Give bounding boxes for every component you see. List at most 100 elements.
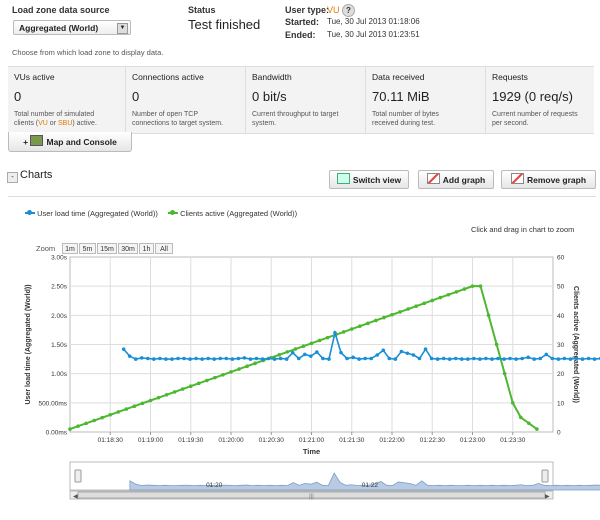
metric-data-received: Data received 70.11 MiB Total number of …	[366, 67, 486, 133]
load-time-point	[351, 355, 355, 360]
load-time-point	[236, 356, 241, 361]
load-time-point	[333, 331, 337, 335]
y-tick-label-left: 0.00ms	[46, 430, 68, 437]
legend-line-green	[168, 210, 178, 215]
user-type-value[interactable]: VU	[327, 5, 340, 15]
load-time-point	[284, 357, 289, 361]
ended-value: Tue, 30 Jul 2013 01:23:51	[327, 30, 420, 39]
load-time-point	[441, 356, 446, 361]
ended-label: Ended:	[285, 30, 316, 40]
add-graph-button[interactable]: Add graph	[418, 170, 494, 189]
load-time-point	[550, 356, 555, 361]
y-tick-label-left: 1.00s	[51, 371, 68, 378]
y-axis-title-left: User load time (Aggregated (World))	[25, 284, 32, 404]
load-time-point	[152, 357, 156, 361]
clients-active-point	[349, 327, 354, 331]
y-tick-label-left: 3.00s	[51, 255, 68, 262]
zoom-all-button[interactable]: All	[155, 243, 173, 254]
user-type-label: User type:	[285, 5, 330, 15]
clients-active-point	[293, 347, 298, 351]
load-time-point	[387, 356, 392, 361]
load-time-point	[508, 356, 512, 361]
y-tick-label-left: 1.50s	[51, 342, 68, 349]
load-time-point	[290, 350, 295, 355]
map-console-button[interactable]: + Map and Console	[8, 132, 132, 152]
load-time-point	[176, 356, 180, 361]
load-time-point	[556, 357, 561, 361]
zoom-1m-button[interactable]: 1m	[62, 243, 78, 254]
scrollbar-thumb	[77, 491, 546, 499]
load-time-point	[411, 353, 416, 357]
load-time-point	[206, 356, 210, 361]
clients-active-point	[76, 424, 80, 429]
navigator-handle[interactable]	[541, 469, 549, 483]
vu-link[interactable]: VU	[38, 120, 48, 127]
clients-active-point	[285, 350, 290, 354]
metric-requests: Requests 1929 (0 req/s) Current number o…	[486, 67, 594, 133]
clients-active-point	[205, 378, 209, 383]
clients-active-point	[462, 287, 467, 291]
legend-item-clients[interactable]: Clients active (Aggregated (World))	[168, 209, 297, 218]
load-time-point	[562, 356, 567, 361]
metric-connections-active: Connections active 0 Number of open TCP c…	[126, 67, 246, 133]
x-tick-label: 01:19:00	[138, 437, 164, 444]
clients-active-point	[100, 415, 104, 420]
zoom-30m-button[interactable]: 30m	[118, 243, 138, 254]
load-time-point	[327, 357, 331, 361]
clients-active-point	[527, 421, 531, 426]
metric-title: Bandwidth	[252, 72, 292, 82]
load-time-point	[526, 355, 530, 360]
load-zone-hint: Choose from which load zone to display d…	[12, 48, 164, 57]
help-icon[interactable]: ?	[342, 4, 355, 17]
clients-active-point	[486, 313, 491, 318]
zoom-1h-button[interactable]: 1h	[139, 243, 154, 254]
metric-desc: Number of open TCP connections to target …	[132, 111, 224, 127]
load-time-point	[405, 351, 410, 356]
clients-active-point	[454, 290, 459, 294]
zoom-15m-button[interactable]: 15m	[97, 243, 117, 254]
clients-active-point	[172, 390, 177, 394]
metric-title: Data received	[372, 72, 425, 82]
legend-item-load-time[interactable]: User load time (Aggregated (World))	[25, 209, 158, 218]
map-icon	[30, 135, 44, 146]
clients-active-point	[519, 415, 523, 420]
clients-active-point	[140, 401, 145, 406]
load-zone-select[interactable]: Aggregated (World) ▼	[13, 20, 131, 35]
load-time-point	[363, 356, 367, 361]
load-time-point	[478, 357, 482, 361]
load-time-point	[200, 357, 204, 361]
clients-active-point	[358, 324, 362, 328]
load-time-point	[164, 357, 168, 361]
sbu-link[interactable]: SBU	[57, 120, 73, 127]
load-time-point	[490, 357, 494, 361]
remove-graph-button[interactable]: Remove graph	[501, 170, 596, 189]
navigator-label: 01:22	[362, 482, 379, 489]
load-time-point	[472, 356, 476, 361]
clients-active-point	[277, 352, 282, 357]
clients-active-point	[92, 418, 96, 423]
load-time-point	[592, 357, 597, 361]
load-time-point	[417, 356, 422, 361]
load-time-point	[121, 347, 126, 351]
load-time-point	[586, 356, 591, 361]
scroll-left-icon: ◀	[73, 494, 78, 500]
clients-active-point	[446, 292, 451, 297]
navigator-handle[interactable]	[74, 469, 82, 483]
clients-active-point	[510, 401, 515, 405]
switch-view-button[interactable]: Switch view	[329, 170, 409, 189]
expand-icon: +	[23, 137, 29, 147]
collapse-charts-icon[interactable]: -	[7, 172, 18, 183]
load-time-point	[453, 356, 458, 361]
started-value: Tue, 30 Jul 2013 01:18:06	[327, 17, 420, 26]
status-value: Test finished	[188, 17, 261, 32]
clients-active-point	[68, 427, 72, 431]
load-time-point	[574, 356, 579, 361]
clients-active-point	[398, 310, 402, 314]
clients-active-point	[470, 284, 475, 288]
metric-value: 70.11 MiB	[372, 89, 430, 104]
y-tick-label-right: 60	[557, 255, 565, 262]
zoom-5m-button[interactable]: 5m	[79, 243, 96, 254]
x-tick-label: 01:21:30	[339, 437, 365, 444]
load-time-point	[254, 356, 259, 361]
